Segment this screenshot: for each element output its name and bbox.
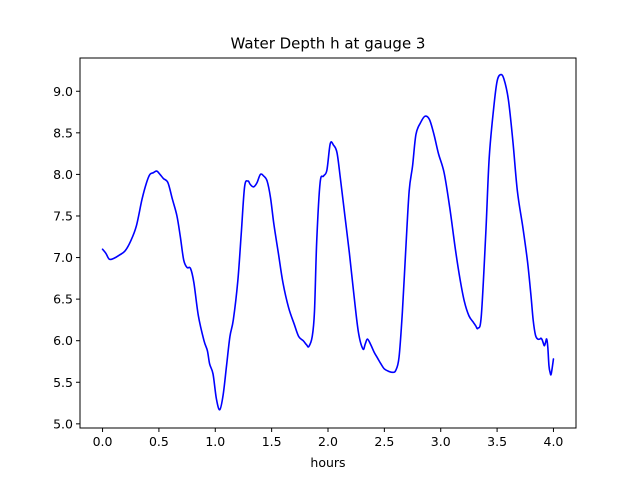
x-tick-label: 3.5 <box>487 434 507 449</box>
y-tick-label: 8.0 <box>53 167 73 182</box>
y-tick-label: 6.5 <box>53 292 73 307</box>
x-tick-label: 2.0 <box>318 434 338 449</box>
x-tick-label: 0.0 <box>93 434 113 449</box>
x-tick-label: 0.5 <box>149 434 169 449</box>
y-tick-label: 5.5 <box>53 375 73 390</box>
y-tick-label: 7.0 <box>53 250 73 265</box>
x-axis: 0.0 0.5 1.0 1.5 2.0 2.5 3.0 3.5 4.0 <box>93 428 564 449</box>
x-tick-label: 1.5 <box>262 434 282 449</box>
y-tick-label: 9.0 <box>53 84 73 99</box>
x-tick-label: 1.0 <box>205 434 225 449</box>
y-tick-label: 7.5 <box>53 208 73 223</box>
x-axis-label: hours <box>310 455 345 470</box>
chart-title: Water Depth h at gauge 3 <box>231 35 426 53</box>
y-tick-label: 6.0 <box>53 333 73 348</box>
y-tick-label: 5.0 <box>53 416 73 431</box>
y-axis: 5.0 5.5 6.0 6.5 7.0 7.5 8.0 8.5 9.0 <box>53 84 80 431</box>
series-line <box>101 73 555 411</box>
plot-area <box>101 73 555 411</box>
x-tick-label: 2.5 <box>374 434 394 449</box>
x-tick-label: 4.0 <box>544 434 564 449</box>
y-tick-label: 8.5 <box>53 125 73 140</box>
x-tick-label: 3.0 <box>431 434 451 449</box>
